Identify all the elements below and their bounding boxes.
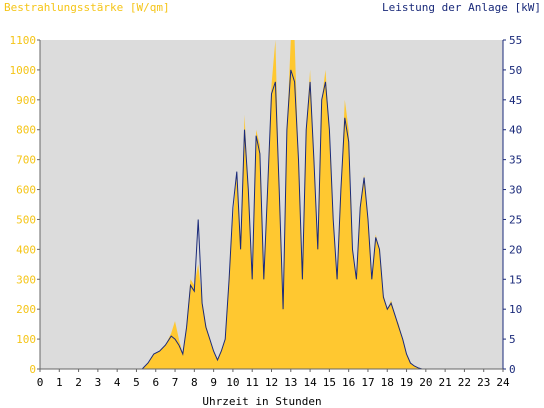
x-tick-label: 7 (172, 376, 179, 389)
left-tick-label: 100 (16, 333, 36, 346)
x-tick-label: 15 (323, 376, 336, 389)
x-tick-label: 3 (95, 376, 102, 389)
irradiance-area (40, 40, 503, 369)
right-tick-label: 45 (509, 94, 522, 107)
x-tick-label: 11 (246, 376, 259, 389)
x-tick-label: 24 (496, 376, 510, 389)
x-tick-label: 22 (458, 376, 471, 389)
x-tick-label: 5 (133, 376, 140, 389)
right-tick-label: 55 (509, 34, 522, 47)
left-tick-label: 400 (16, 243, 36, 256)
power-series (40, 69, 503, 370)
left-tick-label: 0 (29, 363, 36, 376)
x-tick-label: 19 (400, 376, 413, 389)
left-tick-label: 200 (16, 303, 36, 316)
x-tick-label: 2 (75, 376, 82, 389)
x-tick-label: 23 (477, 376, 490, 389)
x-tick-label: 14 (303, 376, 317, 389)
x-tick-label: 10 (226, 376, 239, 389)
right-tick-label: 25 (509, 213, 522, 226)
left-tick-label: 900 (16, 94, 36, 107)
right-tick-label: 35 (509, 154, 522, 167)
left-tick-label: 800 (16, 124, 36, 137)
left-tick-label: 1100 (10, 34, 37, 47)
right-tick-label: 30 (509, 184, 522, 197)
irradiance-series (40, 40, 503, 369)
x-tick-label: 12 (265, 376, 278, 389)
x-tick-label: 16 (342, 376, 355, 389)
x-tick-label: 17 (361, 376, 374, 389)
right-tick-label: 20 (509, 243, 522, 256)
right-tick-label: 5 (509, 333, 516, 346)
left-tick-label: 700 (16, 154, 36, 167)
x-tick-label: 0 (37, 376, 44, 389)
left-tick-labels: 0 100 200 300 400 500 600 700 800 900 1000 1100 (10, 34, 40, 376)
x-tick-label: 9 (210, 376, 217, 389)
right-axis-title: Leistung der Anlage [kW] (382, 1, 541, 14)
x-tick-label: 1 (56, 376, 63, 389)
x-tick-label: 13 (284, 376, 297, 389)
right-tick-label: 10 (509, 303, 522, 316)
left-tick-label: 500 (16, 213, 36, 226)
right-tick-label: 15 (509, 273, 522, 286)
x-tick-labels: 0 1 2 3 4 5 6 7 8 9 10 11 12 13 14 15 16 17 18 19 20 21 22 23 24 (37, 369, 510, 389)
x-tick-label: 6 (152, 376, 159, 389)
left-axis-title: Bestrahlungsstärke [W/qm] (4, 1, 170, 14)
left-tick-label: 300 (16, 273, 36, 286)
x-tick-label: 4 (114, 376, 121, 389)
x-tick-label: 21 (439, 376, 452, 389)
x-axis-title: Uhrzeit in Stunden (202, 395, 321, 408)
right-tick-label: 40 (509, 124, 522, 137)
x-tick-label: 18 (381, 376, 394, 389)
right-tick-label: 0 (509, 363, 516, 376)
right-tick-labels: 0 5 10 15 20 25 30 35 40 45 50 55 (503, 34, 522, 376)
right-tick-label: 50 (509, 64, 522, 77)
left-tick-label: 1000 (10, 64, 37, 77)
x-tick-label: 8 (191, 376, 198, 389)
left-tick-label: 600 (16, 184, 36, 197)
power-line (40, 69, 503, 370)
x-tick-label: 20 (419, 376, 432, 389)
